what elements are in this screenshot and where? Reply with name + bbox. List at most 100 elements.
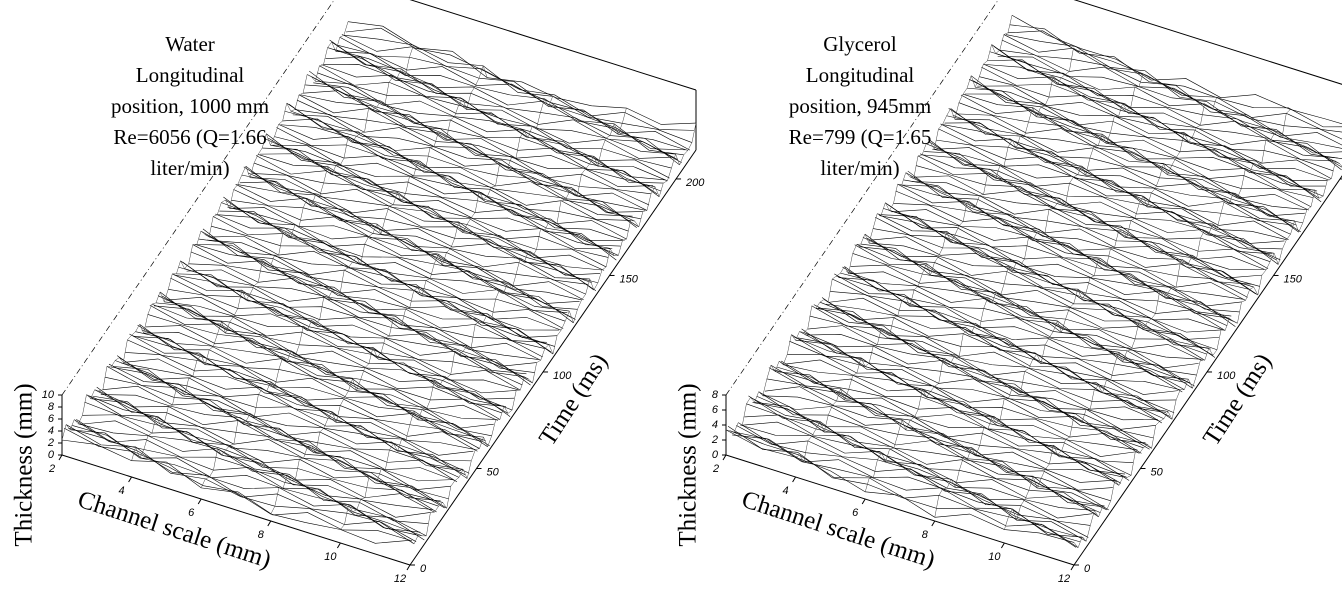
z-axis-label: Thickness (mm) — [11, 383, 38, 546]
mesh-line — [875, 217, 1223, 330]
z-tick-label: 0 — [48, 449, 55, 461]
mesh-line — [127, 340, 475, 450]
z-tick-label: 6 — [712, 404, 719, 416]
mesh-line — [883, 208, 1231, 316]
mesh-line — [891, 210, 1239, 312]
mesh-line — [258, 154, 606, 267]
mesh-line — [199, 239, 547, 342]
mesh-line — [808, 326, 1156, 430]
mesh-line — [867, 238, 1215, 357]
y-tick-label: 0 — [420, 563, 427, 575]
y-axis-label: Time (ms) — [534, 349, 613, 451]
mesh-line — [271, 96, 557, 514]
mesh-line — [340, 37, 688, 150]
mesh-line — [914, 176, 1262, 278]
z-tick-label: 2 — [711, 434, 718, 446]
mesh-line — [313, 83, 661, 191]
mesh-line — [985, 65, 1333, 171]
mesh-line — [943, 125, 1291, 235]
x-tick-label: 8 — [258, 529, 265, 541]
box-edge — [1074, 150, 1342, 565]
z-tick-label: 6 — [48, 413, 55, 425]
mesh-line — [340, 108, 626, 529]
annotation: liter/min) — [820, 156, 899, 180]
box-edge — [726, 0, 1012, 395]
x-tick-label: 10 — [988, 551, 1001, 563]
x-axis-label: Channel scale (mm) — [738, 486, 938, 574]
z-tick-label: 4 — [48, 425, 54, 437]
mesh-line — [105, 377, 453, 481]
x-tick — [862, 499, 865, 504]
x-tick — [59, 455, 62, 460]
mesh-line — [342, 34, 690, 150]
y-tick-label: 150 — [1284, 273, 1303, 285]
mesh-line — [219, 211, 567, 312]
mesh-line — [193, 245, 541, 361]
mesh-line — [299, 95, 647, 211]
annotation: Longitudinal — [806, 63, 915, 87]
z-tick-label: 4 — [712, 419, 718, 431]
box-edge — [348, 0, 696, 90]
y-tick-label: 0 — [1084, 563, 1091, 575]
z-tick-label: 8 — [712, 389, 719, 401]
annotation: liter/min) — [150, 156, 229, 180]
mesh-line — [912, 181, 1260, 286]
x-tick — [793, 477, 796, 482]
mesh-line — [941, 124, 1289, 240]
x-tick-label: 12 — [1058, 573, 1070, 585]
annotation: Re=6056 (Q=1.66 — [113, 125, 266, 149]
x-tick-label: 8 — [922, 529, 929, 541]
mesh-line — [726, 430, 1074, 543]
y-tick-label: 150 — [620, 273, 639, 285]
box-edge — [410, 150, 696, 565]
x-tick — [337, 543, 340, 548]
x-axis-label: Channel scale (mm) — [74, 486, 274, 574]
mesh-line — [234, 190, 582, 300]
annotation: Water — [165, 32, 215, 56]
mesh-line — [215, 214, 563, 329]
mesh-line — [973, 81, 1321, 202]
mesh-line — [853, 253, 1201, 359]
mesh-line — [260, 154, 608, 258]
x-tick-label: 4 — [783, 485, 789, 497]
z-axis-label: Thickness (mm) — [675, 383, 702, 546]
y-tick-label: 50 — [487, 466, 500, 478]
x-tick-label: 12 — [394, 573, 406, 585]
mesh-line — [857, 244, 1205, 360]
box-edge — [1012, 0, 1342, 90]
y-tick-label: 200 — [685, 177, 705, 189]
z-tick-label: 8 — [48, 401, 55, 413]
x-tick — [198, 499, 201, 504]
mesh-line — [89, 396, 437, 512]
x-tick — [723, 455, 726, 460]
z-tick-label: 0 — [712, 449, 719, 461]
mesh-line — [975, 87, 1323, 196]
mesh-line — [945, 123, 1293, 225]
mesh-line — [802, 329, 1150, 449]
mesh-line — [765, 387, 1113, 491]
x-tick-label: 6 — [852, 507, 859, 519]
surface-plot: 2468101205010015020002468Channel scale (… — [675, 0, 1342, 585]
mesh-line — [264, 138, 612, 248]
box-edge — [62, 0, 348, 395]
x-tick — [932, 521, 935, 526]
mesh-line — [125, 352, 473, 455]
z-tick-label: 10 — [42, 389, 55, 401]
mesh-line — [1002, 40, 1342, 150]
annotation: position, 1000 mm — [111, 94, 269, 118]
x-tick-label: 2 — [712, 463, 719, 475]
annotation: Glycerol — [823, 32, 897, 56]
x-tick-label: 2 — [48, 463, 55, 475]
x-tick-label: 4 — [119, 485, 125, 497]
mesh-line — [138, 325, 486, 441]
mesh-line — [828, 298, 1176, 400]
x-tick-label: 6 — [188, 507, 195, 519]
mesh-line — [285, 111, 633, 216]
mesh-line — [961, 95, 1309, 210]
y-tick-label: 50 — [1151, 466, 1164, 478]
mesh-line — [93, 396, 441, 501]
x-tick — [407, 565, 410, 570]
annotation: Longitudinal — [136, 63, 245, 87]
x-tick-label: 10 — [324, 551, 337, 563]
y-axis-label: Time (ms) — [1198, 349, 1277, 451]
